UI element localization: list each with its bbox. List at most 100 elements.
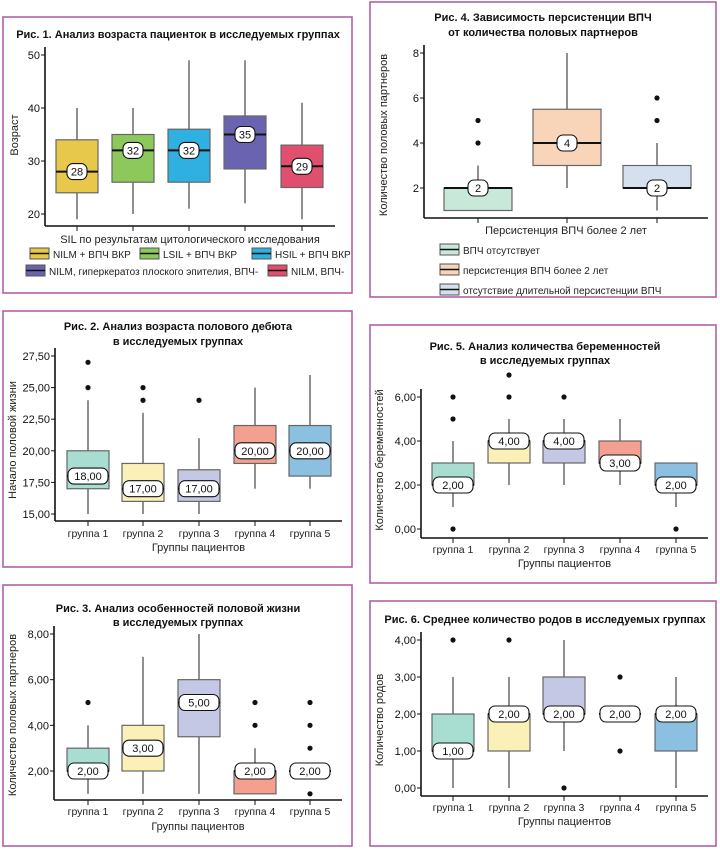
median-label-box bbox=[543, 705, 585, 723]
median-label-box bbox=[289, 442, 331, 460]
legend-label: NILM + ВПЧ ВКР bbox=[53, 250, 131, 261]
median-label: 5,00 bbox=[188, 698, 209, 710]
x-category-label: группа 5 bbox=[656, 802, 697, 814]
x-category-label: группа 3 bbox=[544, 544, 585, 556]
x-axis-label: Группы пациентов bbox=[518, 558, 611, 570]
median-label: 20,00 bbox=[296, 446, 324, 458]
y-axis-label: Начало половой жизни bbox=[7, 381, 19, 499]
x-category-label: группа 1 bbox=[68, 806, 109, 818]
y-tick-label: 0,00 bbox=[395, 783, 416, 795]
median-label-box bbox=[488, 432, 530, 450]
legend-label: LSIL + ВПЧ ВКР bbox=[163, 250, 237, 261]
y-tick-label: 8,00 bbox=[28, 629, 49, 641]
y-tick-label: 1,00 bbox=[395, 746, 416, 758]
chart-title: Рис. 4. Зависимость персистенции ВПЧ bbox=[434, 12, 651, 24]
median-label-box bbox=[599, 705, 641, 723]
chart-panel-4: Рис. 4. Зависимость персистенции ВПЧ от к… bbox=[369, 1, 717, 298]
median-label-box bbox=[178, 693, 220, 712]
y-tick-label: 6 bbox=[413, 93, 419, 105]
outlier-point bbox=[654, 95, 660, 101]
median-label: 2,00 bbox=[244, 766, 265, 778]
median-label: 2,00 bbox=[553, 709, 574, 721]
median-label: 32 bbox=[127, 145, 139, 157]
median-label-box bbox=[655, 705, 697, 723]
x-axis-label: Группы пациентов bbox=[151, 821, 244, 833]
box-group-1: 2,00 группа 1 bbox=[66, 699, 110, 818]
y-tick-label: 25,00 bbox=[22, 383, 50, 395]
median-label-box bbox=[66, 163, 88, 181]
chart-title: Рис. 6. Среднее количество родов в иссле… bbox=[384, 614, 706, 626]
outlier-point bbox=[673, 526, 679, 532]
median-label-box bbox=[432, 476, 474, 494]
box-group-4: 2,00 группа 4 bbox=[233, 699, 277, 818]
legend-item: LSIL + ВПЧ ВКР bbox=[139, 247, 237, 261]
y-tick-label: 6,00 bbox=[395, 392, 416, 404]
x-category-label: группа 1 bbox=[433, 544, 474, 556]
y-tick-label: 6,00 bbox=[28, 675, 49, 687]
outlier-point bbox=[85, 699, 91, 706]
y-tick-label: 2,00 bbox=[395, 709, 416, 721]
box-group-5: 20,00 группа 5 bbox=[288, 374, 332, 540]
chart-panel-3: Рис. 3. Анализ особенностей половой жизн… bbox=[2, 584, 353, 847]
y-tick-label: 2,00 bbox=[28, 766, 49, 778]
median-label: 35 bbox=[239, 130, 251, 142]
y-tick-label: 17,50 bbox=[22, 477, 50, 489]
median-label-box bbox=[488, 705, 530, 723]
box-group-2: 4,00 группа 2 bbox=[487, 372, 531, 556]
outlier-point bbox=[475, 140, 481, 146]
median-label-box bbox=[291, 157, 313, 175]
outlier-point bbox=[307, 699, 313, 706]
box-group-1: 28 bbox=[55, 108, 99, 231]
y-tick-label: 22,50 bbox=[22, 414, 50, 426]
y-axis-label: Количество беременностей bbox=[374, 389, 386, 530]
y-tick-label: 30 bbox=[28, 156, 40, 168]
box-group-3: 2,00 группа 3 bbox=[542, 640, 586, 814]
median-label: 2 bbox=[475, 183, 481, 195]
x-category-label: группа 5 bbox=[290, 806, 331, 818]
box-group-3: 5,00 группа 3 bbox=[177, 634, 221, 818]
chart-title: от количества половых партнеров bbox=[448, 27, 638, 39]
x-category-label: группа 1 bbox=[433, 802, 474, 814]
x-category-label: группа 3 bbox=[544, 802, 585, 814]
median-label: 17,00 bbox=[129, 484, 157, 496]
box-group-2: 3,00 группа 2 bbox=[121, 656, 165, 818]
median-label-box bbox=[122, 480, 164, 498]
median-label: 2,00 bbox=[442, 480, 463, 492]
median-label-box bbox=[646, 179, 668, 197]
median-label: 2,00 bbox=[498, 709, 519, 721]
median-label: 4 bbox=[564, 138, 570, 150]
legend-label: ВПЧ отсутствует bbox=[463, 246, 540, 257]
chart-title: Рис. 2. Анализ возраста полового дебюта bbox=[64, 321, 293, 333]
median-label-box bbox=[599, 454, 641, 472]
outlier-point bbox=[617, 674, 623, 680]
chart-title: Рис. 5. Анализ количества беременностей bbox=[430, 341, 661, 353]
outlier-point bbox=[450, 394, 456, 400]
outlier-point bbox=[561, 785, 567, 791]
median-label-box bbox=[543, 432, 585, 450]
median-label-box bbox=[122, 141, 144, 159]
box-group-5: 2,00 группа 5 bbox=[289, 699, 331, 818]
outlier-point bbox=[561, 394, 567, 400]
legend-item: HSIL + ВПЧ ВКР bbox=[251, 247, 351, 261]
y-tick-label: 20 bbox=[28, 209, 40, 221]
outlier-point bbox=[307, 745, 313, 751]
median-label: 2,00 bbox=[665, 709, 686, 721]
median-label: 29 bbox=[296, 161, 308, 173]
legend-item: NILM + ВПЧ ВКР bbox=[29, 247, 131, 261]
y-axis-label: Возраст bbox=[9, 114, 21, 155]
box-group-2: 32 bbox=[111, 108, 155, 231]
box-group-3: 4,00 группа 3 bbox=[542, 394, 586, 556]
x-category-label: группа 5 bbox=[656, 544, 697, 556]
median-label-box bbox=[234, 125, 256, 144]
box-group-3: 32 bbox=[167, 60, 211, 231]
y-tick-label: 4,00 bbox=[395, 436, 416, 448]
legend-item: NILM, гиперкератоз плоского эпителия, ВП… bbox=[25, 264, 258, 278]
y-tick-label: 50 bbox=[28, 50, 40, 62]
x-category-label: группа 2 bbox=[123, 806, 164, 818]
chart-panel-6: Рис. 6. Среднее количество родов в иссле… bbox=[369, 600, 717, 847]
box-group-1: 1,00 группа 1 bbox=[431, 637, 475, 814]
y-axis-label: Количество родов bbox=[374, 674, 386, 767]
box-group-5: 2,00 группа 5 bbox=[654, 462, 698, 556]
median-label-box bbox=[178, 480, 220, 498]
